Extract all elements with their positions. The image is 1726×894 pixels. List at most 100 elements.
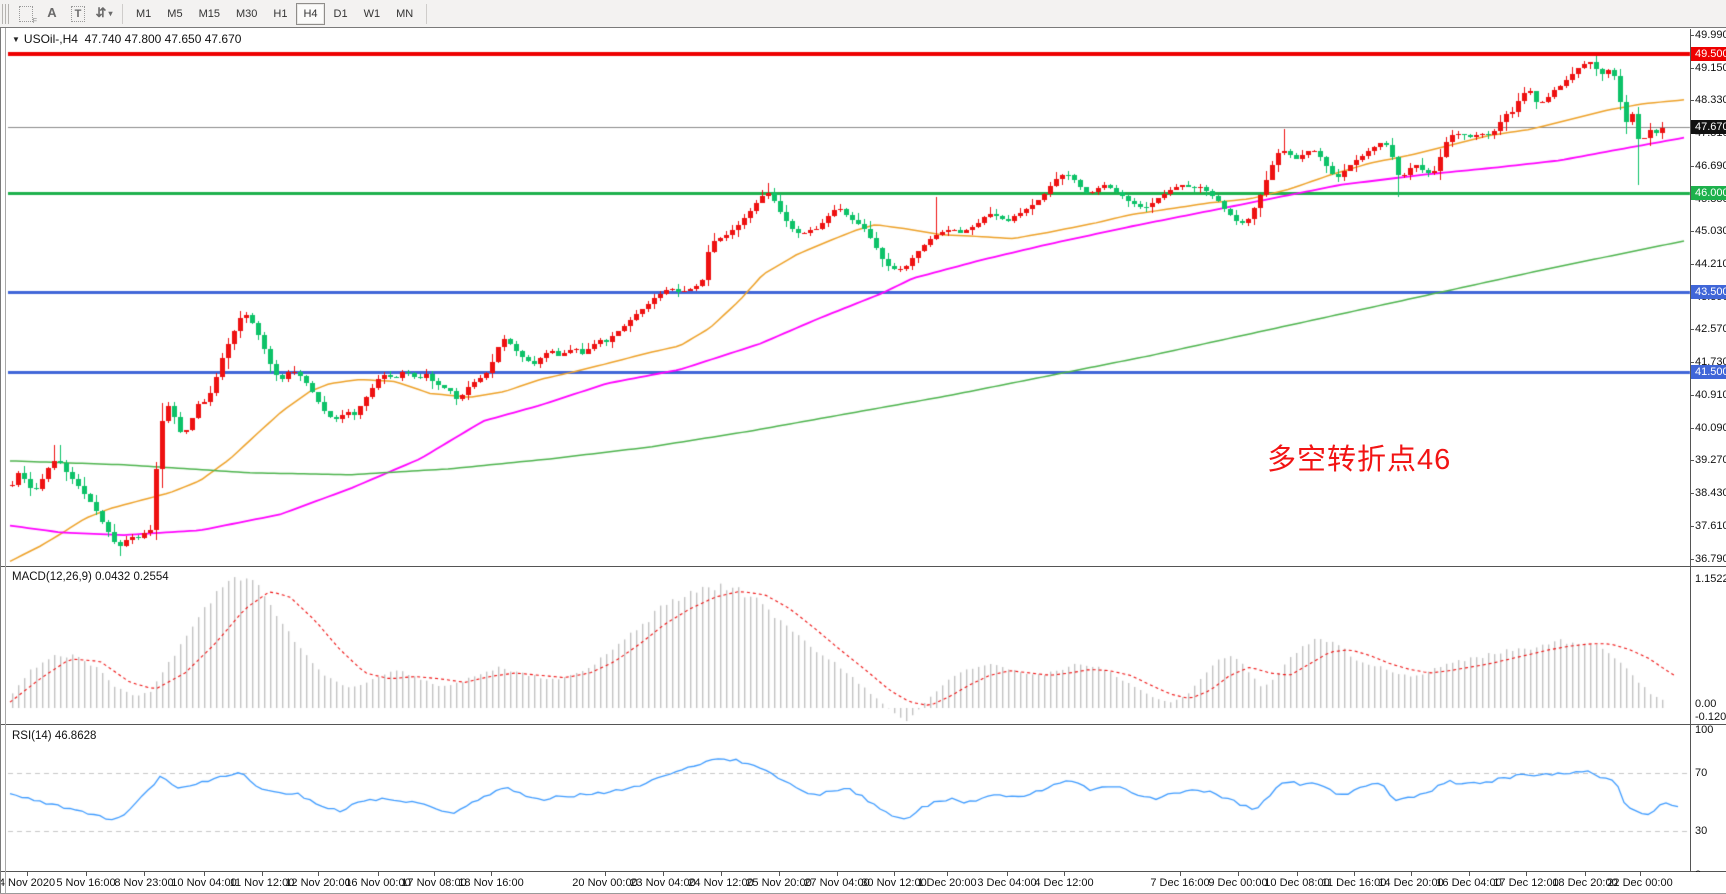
time-tick-mark <box>1354 872 1355 876</box>
tf-button-m1[interactable]: M1 <box>136 7 152 20</box>
ohlc-values: 47.740 47.800 47.650 47.670 <box>84 32 242 46</box>
time-tick-label: 10 Nov 04:00 <box>171 877 237 889</box>
symbol-dropdown-icon[interactable]: ▼ <box>12 35 20 44</box>
time-tick-label: 16 Nov 00:00 <box>345 877 411 889</box>
tf-button-mn[interactable]: MN <box>396 7 414 20</box>
time-tick-label: 16 Dec 04:00 <box>1436 877 1502 889</box>
price-tag-41.500: 41.500 <box>1691 364 1726 379</box>
time-tick-mark <box>1297 872 1298 876</box>
price-tick-mark <box>1690 493 1694 495</box>
time-tick-label: 10 Dec 08:00 <box>1264 877 1330 889</box>
time-tick-label: 9 Dec 00:00 <box>1208 877 1268 889</box>
time-tick-label: 20 Nov 00:00 <box>572 877 638 889</box>
time-tick-mark <box>204 872 205 876</box>
tf-button-m15[interactable]: M15 <box>198 7 220 20</box>
price-tick-label: 42.570 <box>1695 323 1726 336</box>
time-tick-mark <box>947 872 948 876</box>
timeframe-buttons-group: M1 M5 M15 M30 H1 H4 D1 W1 MN <box>128 2 421 25</box>
time-tick-mark <box>318 872 319 876</box>
time-tick-mark <box>1180 872 1181 876</box>
macd-indicator-label: MACD(12,26,9) 0.0432 0.2554 <box>12 571 169 583</box>
toolbar-drag-handle[interactable] <box>2 3 10 24</box>
price-tick-mark <box>1690 231 1694 233</box>
window-left-border <box>0 28 1 894</box>
price-tick-mark <box>1690 34 1694 36</box>
tf-button-w1[interactable]: W1 <box>363 7 381 20</box>
time-tick-mark <box>837 872 838 876</box>
price-tick-mark <box>1690 394 1694 396</box>
quote-line[interactable]: ▼ USOil-,H4 47.740 47.800 47.650 47.670 <box>12 32 241 46</box>
chart-annotation-text: 多空转折点46 <box>1267 444 1452 476</box>
main-price-chart[interactable] <box>0 28 1726 567</box>
time-tick-mark <box>605 872 606 876</box>
price-tag-46.000: 46.000 <box>1691 185 1726 200</box>
time-tick-label: 18 Nov 16:00 <box>458 877 524 889</box>
price-tick-mark <box>1690 525 1694 527</box>
time-tick-label: 8 Nov 23:00 <box>114 877 174 889</box>
time-tick-mark <box>1007 872 1008 876</box>
time-tick-label: 12 Nov 20:00 <box>285 877 351 889</box>
drawing-tools-group: F A T ⇵ ▾ <box>13 3 117 25</box>
text-label-icon[interactable]: A <box>47 5 57 21</box>
cycle-lines-icon[interactable]: ⇵ ▾ <box>95 5 113 21</box>
toolbar: F A T ⇵ ▾ M1 M5 M15 M30 H1 H4 D1 W1 MN <box>0 0 1726 28</box>
price-tick-mark <box>1690 427 1694 429</box>
price-tick-mark <box>1690 558 1694 560</box>
time-tick-label: 11 Dec 16:00 <box>1321 877 1387 889</box>
rsi-axis-label: 30 <box>1695 825 1708 837</box>
time-tick-mark <box>663 872 664 876</box>
time-tick-mark <box>27 872 28 876</box>
time-tick-mark <box>1064 872 1065 876</box>
macd-axis-label: 1.1522 <box>1695 573 1726 585</box>
window-left-border-inner <box>5 28 6 894</box>
panel-divider[interactable] <box>0 724 1726 725</box>
snap-grid-icon[interactable]: F <box>14 4 38 25</box>
time-tick-mark <box>721 872 722 876</box>
time-tick-mark <box>894 872 895 876</box>
tf-button-h4[interactable]: H4 <box>296 2 325 25</box>
time-tick-label: 22 Dec 00:00 <box>1607 877 1673 889</box>
price-tick-label: 39.270 <box>1695 454 1726 467</box>
time-tick-label: 27 Nov 04:00 <box>804 877 870 889</box>
time-tick-mark <box>434 872 435 876</box>
price-tick-label: 36.790 <box>1695 552 1726 565</box>
symbol-label: USOil-,H4 <box>23 32 78 46</box>
time-tick-mark <box>378 872 379 876</box>
macd-axis-label: 0.00 <box>1695 698 1717 710</box>
price-tick-label: 40.910 <box>1695 388 1726 401</box>
price-tick-label: 37.610 <box>1695 519 1726 532</box>
price-tick-label: 45.030 <box>1695 225 1726 238</box>
time-tick-label: 18 Dec 20:00 <box>1552 877 1618 889</box>
toolbar-separator <box>122 3 123 24</box>
text-box-icon[interactable]: T <box>66 4 90 24</box>
macd-panel-chart[interactable] <box>0 567 1726 725</box>
tf-button-m5[interactable]: M5 <box>167 7 183 20</box>
time-tick-mark <box>779 872 780 876</box>
price-tag-47.670: 47.670 <box>1691 119 1726 134</box>
time-tick-mark <box>491 872 492 876</box>
panel-divider[interactable] <box>0 566 1726 567</box>
price-tick-label: 48.330 <box>1695 94 1726 107</box>
tf-button-h1[interactable]: H1 <box>273 7 288 20</box>
macd-axis-label: -0.1206 <box>1695 711 1726 723</box>
time-tick-label: 3 Dec 04:00 <box>977 877 1037 889</box>
price-tag-43.500: 43.500 <box>1691 285 1726 300</box>
price-axis-border <box>1690 29 1691 872</box>
rsi-panel-chart[interactable] <box>0 725 1726 872</box>
time-tick-label: 4 Dec 12:00 <box>1034 877 1094 889</box>
time-tick-mark <box>144 872 145 876</box>
time-tick-mark <box>1585 872 1586 876</box>
time-axis: 4 Nov 2020 5 Nov 16:00 8 Nov 23:00 10 Nov 0… <box>0 872 1726 894</box>
price-tick-label: 44.210 <box>1695 257 1726 270</box>
toolbar-separator <box>426 3 428 24</box>
time-tick-label: 14 Dec 20:00 <box>1378 877 1444 889</box>
time-tick-label: 1 Dec 20:00 <box>917 877 977 889</box>
price-tick-label: 46.690 <box>1695 159 1726 172</box>
tf-button-d1[interactable]: D1 <box>333 7 348 20</box>
price-tick-mark <box>1690 362 1694 364</box>
time-tick-mark <box>86 872 87 876</box>
time-tick-label: 30 Nov 12:00 <box>861 877 927 889</box>
price-tick-mark <box>1690 100 1694 102</box>
tf-button-m30[interactable]: M30 <box>235 7 258 20</box>
